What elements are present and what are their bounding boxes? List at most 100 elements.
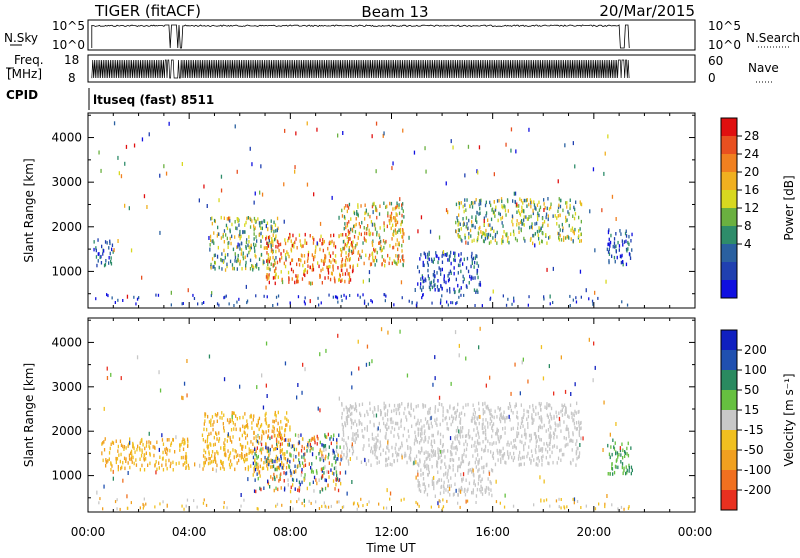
data-cell bbox=[270, 229, 273, 233]
data-cell bbox=[263, 246, 265, 250]
data-cell bbox=[579, 269, 582, 274]
data-cell bbox=[214, 219, 216, 224]
data-cell bbox=[322, 267, 324, 271]
data-cell bbox=[463, 222, 465, 226]
data-cell bbox=[465, 447, 468, 452]
data-cell bbox=[359, 421, 361, 425]
data-cell bbox=[401, 219, 403, 224]
data-cell bbox=[580, 232, 582, 237]
data-cell bbox=[141, 448, 143, 452]
data-cell bbox=[568, 236, 570, 240]
data-cell bbox=[567, 442, 569, 447]
data-cell bbox=[375, 455, 377, 460]
data-cell bbox=[564, 409, 567, 413]
data-cell bbox=[436, 284, 439, 289]
data-cell bbox=[438, 448, 441, 452]
data-cell bbox=[289, 489, 292, 494]
data-cell bbox=[166, 452, 168, 456]
data-cell bbox=[314, 254, 316, 259]
data-cell bbox=[229, 453, 231, 458]
data-cell bbox=[565, 410, 567, 414]
data-cell bbox=[569, 203, 571, 208]
data-cell bbox=[443, 484, 445, 488]
data-cell bbox=[117, 444, 119, 449]
data-cell bbox=[349, 257, 351, 261]
data-cell bbox=[566, 505, 568, 509]
data-cell bbox=[208, 432, 210, 436]
data-cell bbox=[244, 431, 246, 435]
data-cell bbox=[253, 224, 255, 228]
data-cell bbox=[478, 202, 480, 207]
data-cell bbox=[449, 269, 452, 274]
data-cell bbox=[257, 454, 259, 459]
data-cell bbox=[108, 451, 111, 455]
data-cell bbox=[300, 433, 302, 437]
data-cell bbox=[607, 443, 609, 448]
data-cell bbox=[626, 468, 628, 473]
data-cell bbox=[341, 208, 343, 213]
data-cell bbox=[269, 485, 271, 489]
data-cell bbox=[143, 453, 146, 457]
data-cell bbox=[569, 439, 571, 443]
data-cell bbox=[301, 437, 304, 441]
data-cell bbox=[479, 326, 481, 331]
data-cell bbox=[339, 274, 341, 278]
data-cell bbox=[446, 252, 448, 256]
data-cell bbox=[279, 448, 281, 453]
data-cell bbox=[545, 498, 548, 502]
data-cell bbox=[220, 258, 222, 262]
data-cell bbox=[569, 403, 572, 407]
data-cell bbox=[484, 232, 486, 236]
data-cell bbox=[272, 255, 274, 260]
data-cell bbox=[526, 409, 528, 414]
data-cell bbox=[368, 228, 370, 233]
data-cell bbox=[617, 465, 619, 470]
data-cell bbox=[611, 194, 614, 199]
data-cell bbox=[465, 403, 467, 407]
data-cell bbox=[468, 281, 470, 285]
data-cell bbox=[529, 457, 531, 461]
data-cell bbox=[267, 227, 269, 232]
data-cell bbox=[489, 375, 491, 380]
data-cell bbox=[552, 266, 554, 271]
data-cell bbox=[532, 403, 534, 408]
data-cell bbox=[336, 438, 338, 442]
data-cell bbox=[131, 453, 133, 457]
data-cell bbox=[522, 357, 524, 362]
data-cell bbox=[443, 274, 445, 278]
data-cell bbox=[182, 396, 184, 401]
data-cell bbox=[433, 284, 435, 288]
data-cell bbox=[439, 455, 441, 460]
data-cell bbox=[459, 421, 462, 425]
data-cell bbox=[536, 203, 539, 207]
data-cell bbox=[449, 290, 451, 294]
data-cell bbox=[549, 235, 551, 239]
data-cell bbox=[421, 448, 423, 453]
data-cell bbox=[535, 440, 537, 444]
data-cell bbox=[549, 412, 551, 416]
data-cell bbox=[398, 447, 400, 452]
data-cell bbox=[452, 419, 454, 424]
data-cell bbox=[543, 499, 545, 503]
data-cell bbox=[222, 422, 224, 426]
data-cell bbox=[271, 250, 274, 255]
data-cell bbox=[246, 423, 249, 427]
data-cell bbox=[449, 436, 452, 441]
data-cell bbox=[120, 466, 122, 471]
data-cell bbox=[267, 253, 270, 257]
data-cell bbox=[165, 459, 167, 463]
data-cell bbox=[351, 241, 353, 245]
data-cell bbox=[403, 411, 405, 416]
data-cell bbox=[321, 450, 323, 455]
data-cell bbox=[354, 245, 356, 250]
data-cell bbox=[97, 252, 99, 256]
y-tick-label: 3000 bbox=[51, 175, 82, 189]
data-cell bbox=[487, 235, 489, 239]
data-cell bbox=[340, 279, 342, 283]
data-cell bbox=[290, 485, 292, 490]
data-cell bbox=[393, 427, 396, 432]
data-cell bbox=[479, 206, 481, 211]
data-cell bbox=[459, 464, 461, 469]
data-cell bbox=[344, 470, 347, 475]
data-cell bbox=[499, 406, 502, 411]
